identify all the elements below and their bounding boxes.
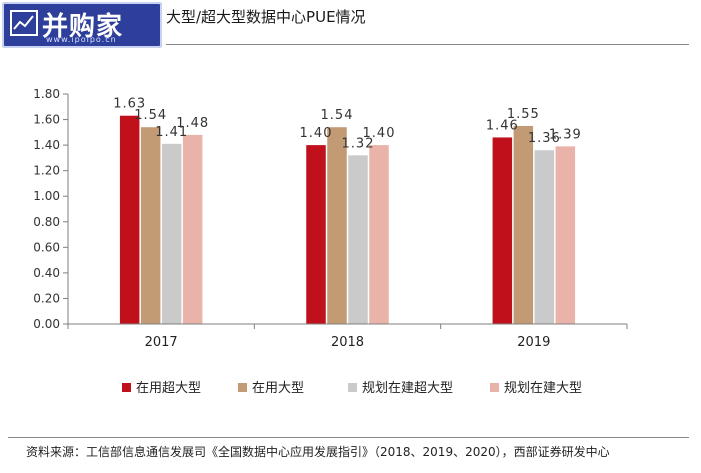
legend-label: 在用大型 [252,381,304,396]
legend-swatch [348,383,357,392]
bar [555,146,576,324]
y-tick-label: 1.00 [33,189,60,203]
bar [534,150,555,324]
y-tick-label: 1.20 [33,164,60,178]
legend-label: 规划在建超大型 [362,381,453,396]
bar [182,134,203,324]
x-category-label: 2017 [145,335,178,350]
legend-swatch [490,383,499,392]
data-labels: 1.631.541.411.481.401.541.321.401.461.55… [113,97,582,152]
data-label: 1.55 [507,107,540,122]
bar-group [119,115,576,324]
data-label: 1.54 [321,108,354,123]
bar [327,127,347,324]
data-label: 1.48 [176,116,209,131]
data-label: 1.32 [342,136,375,151]
legend-swatch [122,383,131,392]
y-tick-label: 1.80 [33,87,60,101]
data-label: 1.39 [549,127,582,142]
logo-text: 并购家 [42,12,124,42]
footer-divider [8,437,689,438]
bar-chart: 0.00 0.20 0.40 0.60 0.80 1.00 1.20 1.40 1.60 1.80… [33,87,628,396]
chart-title: 大型/超大型数据中心PUE情况 [166,8,366,26]
data-label: 1.41 [155,125,188,140]
data-label: 1.36 [528,131,561,146]
data-label: 1.40 [300,126,333,141]
y-tick-label: 1.60 [33,113,60,127]
logo-url: www.ipoipo.cn [46,35,117,44]
bar [369,145,389,324]
bar [161,143,182,324]
y-tick-label: 1.40 [33,138,60,152]
y-tick-label: 0.60 [33,240,60,254]
x-axis: 2017 2018 2019 [67,323,628,350]
x-category-label: 2018 [331,335,364,350]
bar [492,137,513,324]
data-label: 1.63 [113,97,146,112]
data-label: 1.40 [363,126,396,141]
x-category-label: 2019 [517,335,550,350]
bar [348,155,368,324]
source-note: 资料来源：工信部信息通信发展司《全国数据中心应用发展指引》（2018、2019、… [26,445,610,459]
bar [306,145,326,324]
header-divider [166,44,689,45]
y-tick-label: 0.80 [33,215,60,229]
legend-label: 在用超大型 [136,381,201,396]
y-axis: 0.00 0.20 0.40 0.60 0.80 1.00 1.20 1.40 1.60 1.80 [33,87,69,331]
data-label: 1.46 [486,118,519,133]
y-tick-label: 0.20 [33,291,60,305]
watermark-logo: 并购家 www.ipoipo.cn [2,2,162,48]
legend: 在用超大型 在用大型 规划在建超大型 规划在建大型 [122,381,582,396]
y-tick-label: 0.00 [33,317,60,331]
chart-logo-icon [10,10,38,36]
y-tick-label: 0.40 [33,266,60,280]
legend-swatch [238,383,247,392]
data-label: 1.54 [134,108,167,123]
legend-label: 规划在建大型 [504,381,582,396]
bar [513,125,534,324]
bar [140,127,161,324]
report-header: 并购家 www.ipoipo.cn 大型/超大型数据中心PUE情况 [0,0,701,48]
bar [119,115,140,324]
